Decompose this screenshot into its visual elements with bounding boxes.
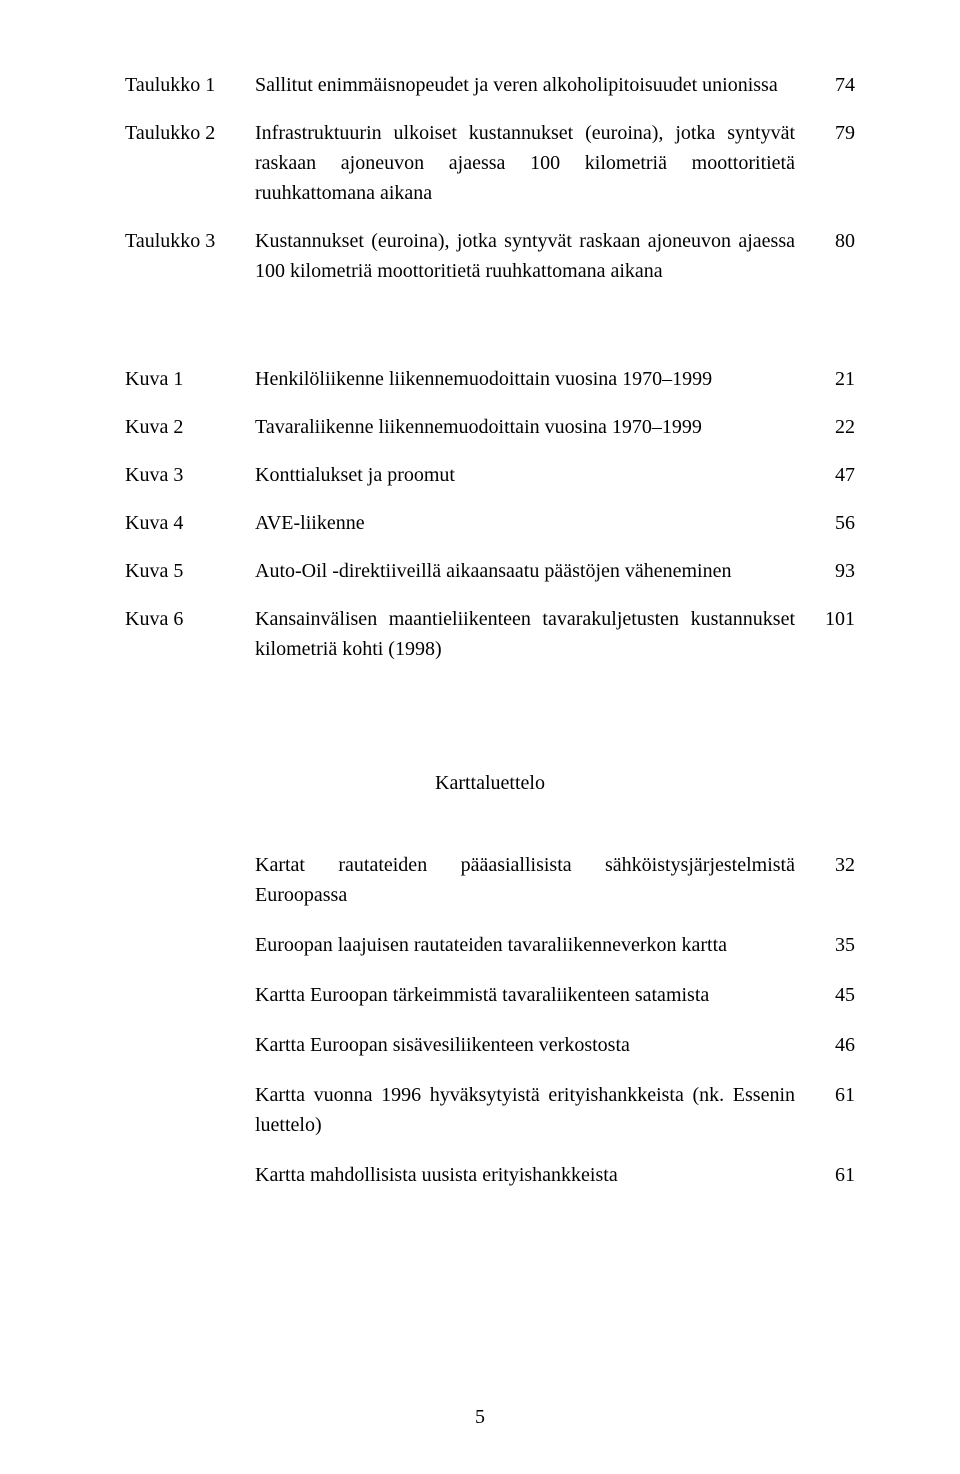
- entry-page: 22: [807, 412, 855, 442]
- figure-entry: Kuva 2 Tavaraliikenne liikennemuodoittai…: [125, 412, 855, 442]
- entry-label: Kuva 4: [125, 508, 255, 538]
- entry-desc: Kartta mahdollisista uusista erityishank…: [255, 1160, 807, 1190]
- entry-desc: Konttialukset ja proomut: [255, 460, 807, 490]
- entry-label: Taulukko 1: [125, 70, 255, 100]
- entry-desc: Auto-Oil -direktiiveillä aikaansaatu pää…: [255, 556, 807, 586]
- entry-label: Taulukko 2: [125, 118, 255, 148]
- entry-page: 45: [807, 980, 855, 1010]
- entry-desc: Henkilöliikenne liikennemuodoittain vuos…: [255, 364, 807, 394]
- map-entry: Kartta Euroopan tärkeimmistä tavaraliike…: [255, 980, 855, 1010]
- entry-page: 93: [807, 556, 855, 586]
- figure-entry: Kuva 1 Henkilöliikenne liikennemuodoitta…: [125, 364, 855, 394]
- map-list-heading: Karttaluettelo: [125, 772, 855, 795]
- tables-list: Taulukko 1 Sallitut enimmäisnopeudet ja …: [125, 70, 855, 286]
- entry-desc: Infrastruktuurin ulkoiset kustannukset (…: [255, 118, 807, 208]
- spacer: [125, 304, 855, 364]
- entry-desc: Kansainvälisen maantieliikenteen tavarak…: [255, 604, 807, 664]
- entry-page: 79: [807, 118, 855, 148]
- figure-entry: Kuva 6 Kansainvälisen maantieliikenteen …: [125, 604, 855, 664]
- map-entry: Kartta vuonna 1996 hyväksytyistä erityis…: [255, 1080, 855, 1140]
- entry-label: Kuva 6: [125, 604, 255, 634]
- spacer: [125, 682, 855, 772]
- entry-desc: Kartta Euroopan tärkeimmistä tavaraliike…: [255, 980, 807, 1010]
- entry-page: 47: [807, 460, 855, 490]
- entry-page: 101: [807, 604, 855, 634]
- entry-page: 61: [807, 1160, 855, 1190]
- figure-entry: Kuva 4 AVE-liikenne 56: [125, 508, 855, 538]
- entry-desc: Kartta Euroopan sisävesiliikenteen verko…: [255, 1030, 807, 1060]
- entry-page: 46: [807, 1030, 855, 1060]
- map-entry: Kartta Euroopan sisävesiliikenteen verko…: [255, 1030, 855, 1060]
- entry-desc: AVE-liikenne: [255, 508, 807, 538]
- map-entry: Kartat rautateiden pääasiallisista sähkö…: [255, 850, 855, 910]
- entry-label: Kuva 1: [125, 364, 255, 394]
- entry-page: 61: [807, 1080, 855, 1110]
- entry-page: 32: [807, 850, 855, 880]
- map-entry: Euroopan laajuisen rautateiden tavaralii…: [255, 930, 855, 960]
- table-entry: Taulukko 3 Kustannukset (euroina), jotka…: [125, 226, 855, 286]
- figures-list: Kuva 1 Henkilöliikenne liikennemuodoitta…: [125, 364, 855, 664]
- entry-page: 56: [807, 508, 855, 538]
- table-entry: Taulukko 2 Infrastruktuurin ulkoiset kus…: [125, 118, 855, 208]
- entry-page: 74: [807, 70, 855, 100]
- map-entry: Kartta mahdollisista uusista erityishank…: [255, 1160, 855, 1190]
- table-entry: Taulukko 1 Sallitut enimmäisnopeudet ja …: [125, 70, 855, 100]
- entry-desc: Kartta vuonna 1996 hyväksytyistä erityis…: [255, 1080, 807, 1140]
- entry-label: Kuva 3: [125, 460, 255, 490]
- entry-page: 21: [807, 364, 855, 394]
- entry-page: 35: [807, 930, 855, 960]
- entry-label: Kuva 5: [125, 556, 255, 586]
- entry-desc: Sallitut enimmäisnopeudet ja veren alkoh…: [255, 70, 807, 100]
- figure-entry: Kuva 3 Konttialukset ja proomut 47: [125, 460, 855, 490]
- document-page: Taulukko 1 Sallitut enimmäisnopeudet ja …: [0, 0, 960, 1474]
- figure-entry: Kuva 5 Auto-Oil -direktiiveillä aikaansa…: [125, 556, 855, 586]
- entry-desc: Kartat rautateiden pääasiallisista sähkö…: [255, 850, 807, 910]
- entry-desc: Tavaraliikenne liikennemuodoittain vuosi…: [255, 412, 807, 442]
- entry-label: Taulukko 3: [125, 226, 255, 256]
- entry-page: 80: [807, 226, 855, 256]
- entry-desc: Euroopan laajuisen rautateiden tavaralii…: [255, 930, 807, 960]
- entry-desc: Kustannukset (euroina), jotka syntyvät r…: [255, 226, 807, 286]
- maps-list: Kartat rautateiden pääasiallisista sähkö…: [125, 850, 855, 1190]
- page-number: 5: [0, 1406, 960, 1429]
- entry-label: Kuva 2: [125, 412, 255, 442]
